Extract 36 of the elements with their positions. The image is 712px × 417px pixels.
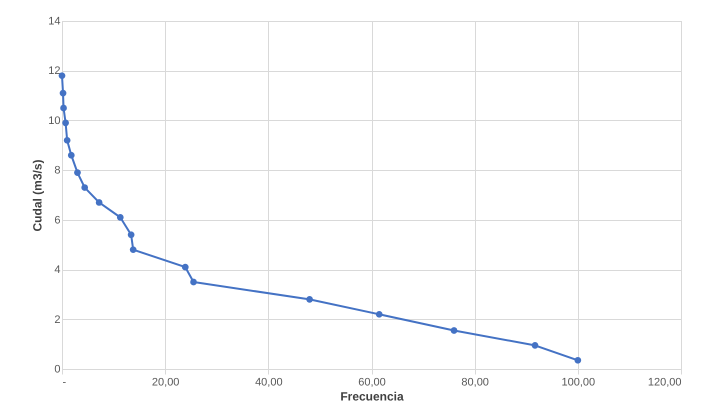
- point: [60, 90, 66, 96]
- y-tick-label: 14: [48, 16, 60, 28]
- x-tick-label: 80,00: [461, 376, 489, 388]
- point: [130, 246, 137, 254]
- point: [68, 152, 75, 159]
- x-axis-title: Frecuencia: [340, 390, 404, 404]
- point: [58, 72, 66, 80]
- point: [62, 120, 69, 126]
- point: [96, 199, 102, 206]
- y-tick-label: 12: [48, 65, 60, 78]
- point: [60, 104, 67, 112]
- y-axis-title: Cudal (m3/s): [30, 159, 44, 232]
- y-tick-label: 6: [54, 214, 60, 226]
- y-tick-label: 2: [54, 314, 60, 326]
- x-tick-label: 120,00: [648, 376, 682, 388]
- y-tick-label: 10: [48, 114, 60, 127]
- y-tick-label: 8: [54, 164, 60, 177]
- point: [190, 278, 197, 286]
- y-tick-label: 0: [54, 364, 60, 376]
- x-tick-label: 40,00: [255, 376, 283, 388]
- point: [574, 356, 582, 364]
- point: [81, 184, 88, 191]
- point: [306, 296, 313, 303]
- point: [64, 136, 71, 144]
- point: [182, 264, 189, 270]
- x-tick-label: -: [62, 376, 66, 388]
- point: [128, 231, 134, 238]
- x-tick-label: 100,00: [562, 376, 596, 388]
- point: [532, 342, 538, 349]
- point: [376, 310, 383, 318]
- point: [74, 169, 81, 176]
- x-tick-label: 20,00: [152, 376, 180, 388]
- x-tick-label: 60,00: [358, 376, 386, 388]
- y-tick-label: 4: [54, 264, 60, 276]
- point: [450, 327, 458, 334]
- point: [116, 214, 124, 221]
